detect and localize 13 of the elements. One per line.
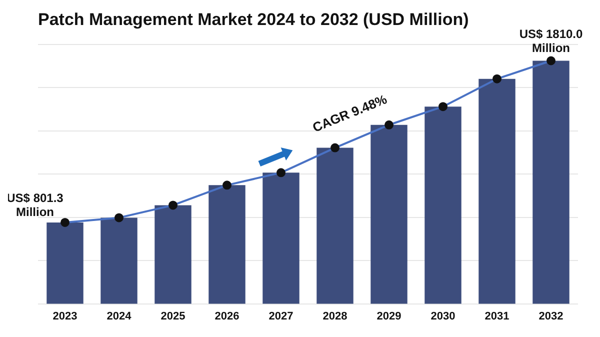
chart-title: Patch Management Market 2024 to 2032 (USD Million) — [38, 10, 469, 29]
x-tick-label: 2029 — [376, 310, 402, 322]
x-tick-label: 2025 — [160, 310, 186, 322]
x-tick-label: 2026 — [214, 310, 240, 322]
x-tick-label: 2027 — [268, 310, 294, 322]
data-label: US$ 1810.0 Million — [519, 27, 584, 56]
x-tick-label: 2023 — [52, 310, 78, 322]
annotation: CAGR 9.48% — [310, 92, 390, 136]
x-tick-label: 2024 — [106, 310, 132, 322]
x-tick-label: 2032 — [538, 310, 564, 322]
x-tick-label: 2031 — [484, 310, 510, 322]
x-tick-label: 2030 — [430, 310, 456, 322]
x-tick-label: 2028 — [322, 310, 348, 322]
